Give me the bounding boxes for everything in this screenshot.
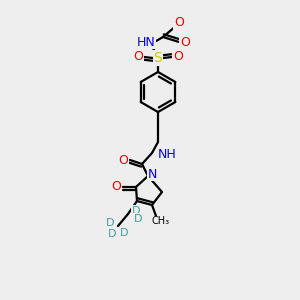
- Text: D: D: [108, 229, 116, 239]
- Text: O: O: [133, 50, 143, 64]
- Text: S: S: [154, 51, 162, 65]
- Text: HN: HN: [136, 35, 155, 49]
- Text: D: D: [106, 218, 114, 228]
- Text: D: D: [132, 206, 140, 216]
- Text: O: O: [180, 35, 190, 49]
- Text: D: D: [120, 228, 128, 238]
- Text: O: O: [173, 50, 183, 64]
- Text: O: O: [174, 16, 184, 29]
- Text: CH₃: CH₃: [152, 216, 170, 226]
- Text: O: O: [111, 181, 121, 194]
- Text: N: N: [147, 167, 157, 181]
- Text: D: D: [134, 214, 142, 224]
- Text: O: O: [118, 154, 128, 166]
- Text: NH: NH: [158, 148, 177, 160]
